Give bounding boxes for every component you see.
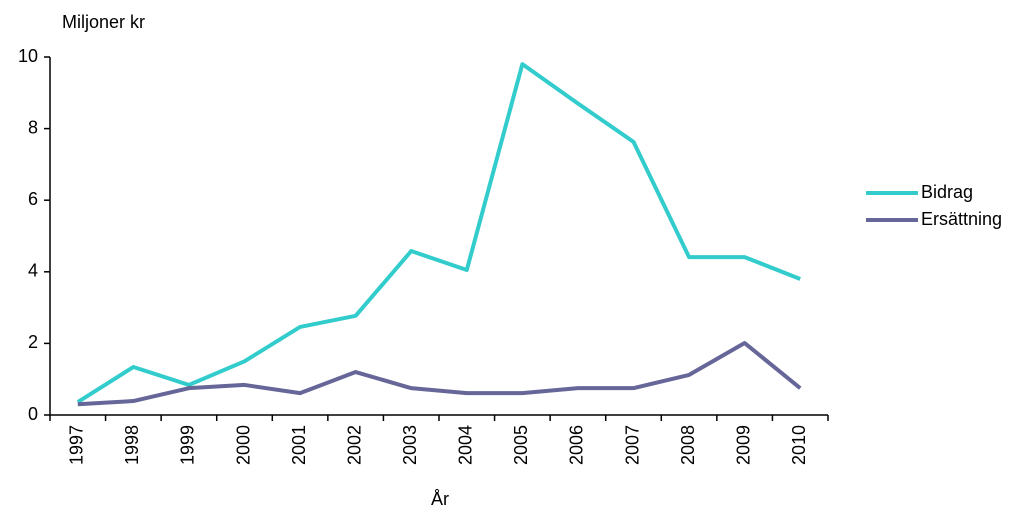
x-tick-label: 2006 [567, 425, 587, 465]
x-tick-label: 2004 [456, 425, 476, 465]
y-tick-label: 6 [28, 189, 38, 209]
x-tick-label: 1999 [178, 425, 198, 465]
x-tick-label: 1997 [67, 425, 87, 465]
legend-label: Ersättning [921, 209, 1002, 229]
legend-label: Bidrag [921, 182, 973, 202]
y-tick-label: 4 [28, 261, 38, 281]
x-tick-label: 2010 [789, 425, 809, 465]
x-axis-label: År [431, 489, 449, 509]
y-tick-label: 10 [18, 46, 38, 66]
y-tick-label: 8 [28, 117, 38, 137]
x-tick-label: 2001 [289, 425, 309, 465]
series-line [76, 62, 801, 404]
x-tick-label: 2002 [344, 425, 364, 465]
x-tick-label: 2008 [678, 425, 698, 465]
x-tick-label: 2009 [733, 425, 753, 465]
y-tick-label: 2 [28, 332, 38, 352]
x-tick-label: 2000 [233, 425, 253, 465]
series-line [77, 341, 802, 407]
x-tick-label: 2005 [511, 425, 531, 465]
y-axis-label: Miljoner kr [62, 12, 145, 32]
x-tick-label: 2007 [622, 425, 642, 465]
x-tick-label: 2003 [400, 425, 420, 465]
y-tick-label: 0 [28, 404, 38, 424]
x-tick-label: 1998 [122, 425, 142, 465]
